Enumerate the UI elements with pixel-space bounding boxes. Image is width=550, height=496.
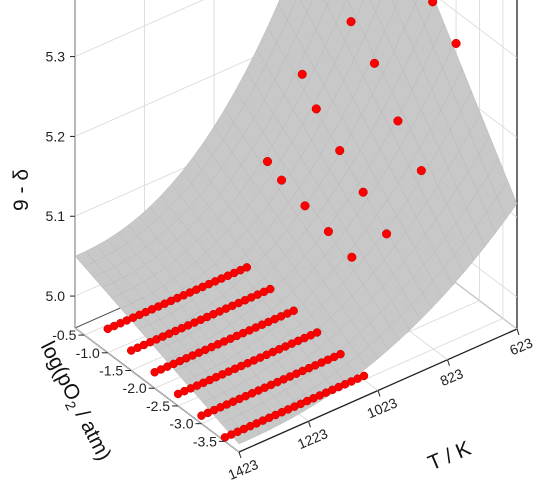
data-point [312,328,322,337]
data-point [242,263,252,272]
y-tick-label: -0.5 [52,327,76,343]
surface-patch [355,0,376,37]
data-point [428,0,438,7]
data-point [289,306,298,316]
x-tick-label: 823 [438,365,466,389]
x-tick-mark [516,328,520,336]
data-point [451,38,461,49]
data-point [347,252,357,262]
surface-patch [323,0,330,6]
data-point [416,166,426,176]
surface-patch [326,0,347,24]
surface-patch [277,0,297,21]
data-point [359,371,369,381]
x-tick-label: 623 [507,334,535,358]
y-tick-label: -3.5 [193,433,217,449]
surface-patch [287,0,308,37]
data-point [346,17,356,27]
surface-patch [375,0,396,32]
surface-patch [391,0,399,8]
x-tick-mark [447,359,450,366]
data-point [300,201,310,211]
x-axis-label: T / K [425,437,474,475]
x-tick-mark [238,451,242,459]
z-tick-label: 5.2 [46,128,66,144]
surface-patch [369,0,381,13]
surface-patch [300,0,313,13]
surface-patch [414,0,436,26]
z-tick-label: 5.0 [46,288,66,304]
surface-patch [413,0,417,5]
y-tick-label: -1.5 [99,363,123,379]
z-tick-label: 5.1 [46,208,66,224]
data-point [382,229,392,239]
z-grid-line [74,0,518,58]
data-points [103,0,461,442]
surface-patch [395,0,416,29]
y-tick-label: -2.0 [123,380,147,396]
data-point [323,226,333,237]
x-grid-line [74,0,240,453]
z-axis-label: 9 - δ [10,169,33,211]
data-point [369,58,380,68]
x-tick-label: 1223 [295,425,330,452]
surface-patch [306,0,328,30]
y-axis-label-end: / atm) [68,401,116,464]
data-point [336,349,345,359]
data-point [311,104,321,114]
x-tick-mark [308,421,311,428]
data-point [335,145,345,156]
y-axis-label: log(pO2 / atm) [33,338,115,466]
data-point [265,284,275,294]
y-tick-label: -3.0 [169,416,193,432]
fitted-surface [74,0,518,445]
data-point [297,69,307,79]
y-tick-label: -2.5 [146,398,170,414]
y-tick-label: -1.0 [76,345,100,361]
x-tick-mark [377,390,381,397]
data-point [358,187,368,197]
z-tick-label: 5.3 [46,49,66,65]
surface-patch [347,0,364,18]
data-point [393,116,403,126]
data-point [277,175,287,185]
x-tick-label: 1423 [226,456,261,483]
data-point [262,156,273,167]
x-tick-label: 1023 [365,394,400,421]
